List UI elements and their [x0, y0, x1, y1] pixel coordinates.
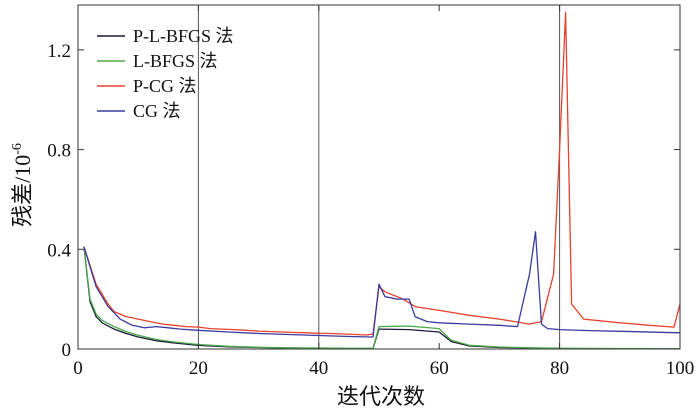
x-tick-label: 80 — [550, 358, 569, 379]
axis-ticks: 0 20 40 60 80 100 0 0.4 0.8 1.2 — [47, 5, 694, 379]
legend: P-L-BFGS 法 L-BFGS 法 P-CG 法 CG 法 — [97, 26, 234, 121]
x-tick-label: 60 — [430, 358, 449, 379]
y-tick-label: 0 — [62, 340, 72, 361]
legend-label-1: P-L-BFGS 法 — [133, 26, 234, 46]
series-lines — [83, 11, 681, 350]
y-tick-label: 0.4 — [47, 240, 71, 261]
y-tick-label: 1.2 — [47, 41, 71, 62]
legend-label-3: P-CG 法 — [133, 76, 197, 96]
x-tick-label: 20 — [189, 358, 208, 379]
plot-frame — [77, 4, 681, 350]
x-tick-label: 0 — [73, 358, 83, 379]
legend-label-4: CG 法 — [133, 101, 181, 121]
legend-label-2: L-BFGS 法 — [133, 51, 218, 71]
gridlines — [197, 5, 561, 349]
y-axis-title-exponent: -6 — [10, 143, 25, 155]
series-line-4 — [83, 231, 681, 338]
series-line-3 — [83, 11, 681, 336]
y-axis-title-main: 残差/10 — [10, 155, 35, 227]
y-axis-title: 残差/10-6 — [10, 143, 35, 227]
series-line-1 — [83, 246, 680, 350]
x-tick-label: 100 — [666, 358, 695, 379]
series-line-2 — [83, 246, 681, 350]
x-axis-title: 迭代次数 — [337, 384, 425, 409]
y-tick-label: 0.8 — [47, 141, 71, 162]
x-tick-label: 40 — [309, 358, 328, 379]
